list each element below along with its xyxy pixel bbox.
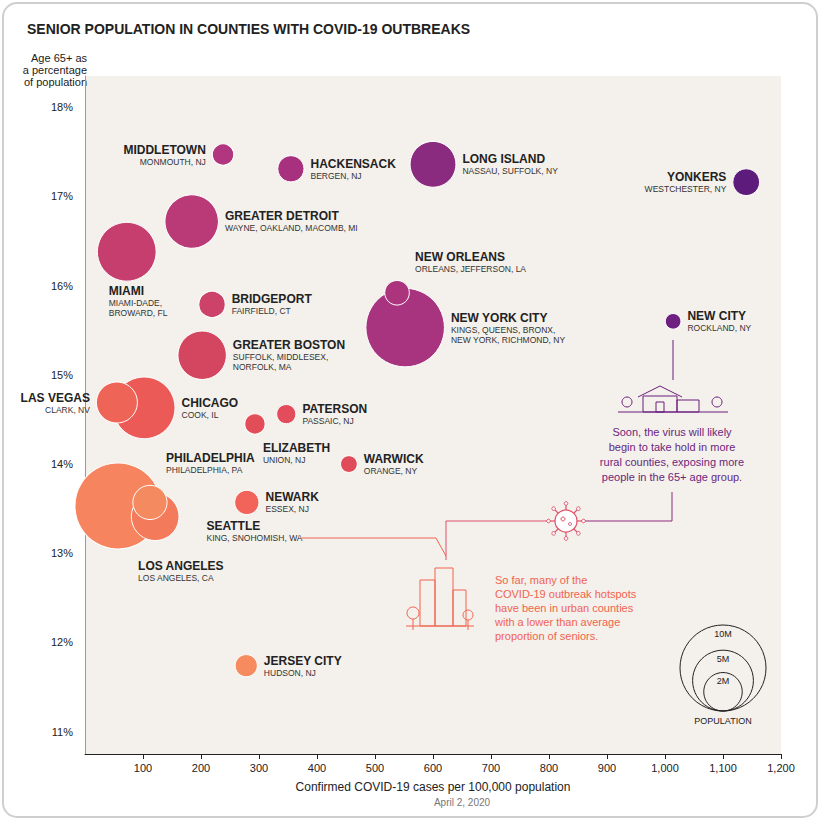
svg-text:18%: 18% [51,101,73,113]
svg-text:BROWARD, FL: BROWARD, FL [109,308,168,318]
svg-text:begin to take hold in more: begin to take hold in more [609,441,736,453]
svg-text:LONG ISLAND: LONG ISLAND [462,152,545,166]
svg-text:13%: 13% [51,547,73,559]
svg-text:BERGEN, NJ: BERGEN, NJ [311,171,362,181]
svg-text:MONMOUTH, NJ: MONMOUTH, NJ [140,157,206,167]
svg-text:LAS VEGAS: LAS VEGAS [21,391,90,405]
svg-text:NEW YORK, RICHMOND, NY: NEW YORK, RICHMOND, NY [451,335,565,345]
svg-text:600: 600 [424,762,442,774]
svg-text:12%: 12% [51,636,73,648]
svg-text:LOS ANGELES: LOS ANGELES [138,559,224,573]
svg-text:PATERSON: PATERSON [302,402,367,416]
svg-text:PHILADELPHIA, PA: PHILADELPHIA, PA [166,465,243,475]
svg-text:NEW YORK CITY: NEW YORK CITY [451,311,547,325]
svg-text:700: 700 [482,762,500,774]
svg-text:April 2, 2020: April 2, 2020 [434,797,491,808]
svg-text:JERSEY CITY: JERSEY CITY [264,654,342,668]
svg-text:BRIDGEPORT: BRIDGEPORT [232,292,313,306]
svg-text:NEW CITY: NEW CITY [687,309,746,323]
svg-text:Age 65+ as: Age 65+ as [31,52,87,64]
svg-text:SUFFOLK, MIDDLESEX,: SUFFOLK, MIDDLESEX, [233,352,328,362]
svg-text:COOK, IL: COOK, IL [182,410,219,420]
svg-text:WAYNE, OAKLAND, MACOMB, MI: WAYNE, OAKLAND, MACOMB, MI [225,223,358,233]
svg-text:rural counties, exposing more: rural counties, exposing more [600,456,744,468]
svg-text:400: 400 [308,762,326,774]
svg-text:1,100: 1,100 [709,762,737,774]
svg-text:NEWARK: NEWARK [265,490,319,504]
svg-text:PASSAIC, NJ: PASSAIC, NJ [302,416,353,426]
svg-text:WESTCHESTER, NY: WESTCHESTER, NY [645,184,727,194]
svg-text:GREATER BOSTON: GREATER BOSTON [233,338,345,352]
svg-text:500: 500 [366,762,384,774]
svg-text:300: 300 [250,762,268,774]
svg-text:SENIOR POPULATION IN COUNTIES: SENIOR POPULATION IN COUNTIES WITH COVID… [27,21,470,37]
svg-text:200: 200 [192,762,210,774]
svg-text:16%: 16% [51,280,73,292]
svg-text:proportion of seniors.: proportion of seniors. [495,630,598,642]
svg-text:KINGS, QUEENS, BRONX,: KINGS, QUEENS, BRONX, [451,325,555,335]
svg-text:with a lower than average: with a lower than average [494,616,620,628]
svg-text:NORFOLK, MA: NORFOLK, MA [233,362,292,372]
svg-text:GREATER DETROIT: GREATER DETROIT [225,209,339,223]
svg-text:PHILADELPHIA: PHILADELPHIA [166,451,255,465]
svg-text:YONKERS: YONKERS [667,170,726,184]
svg-text:ORANGE, NY: ORANGE, NY [364,466,418,476]
svg-text:900: 900 [598,762,616,774]
svg-text:UNION, NJ: UNION, NJ [263,455,306,465]
svg-text:POPULATION: POPULATION [694,716,751,726]
svg-text:people in the 65+ age group.: people in the 65+ age group. [602,471,742,483]
svg-text:CHICAGO: CHICAGO [182,396,239,410]
svg-text:COVID-19 outbreak hotspots: COVID-19 outbreak hotspots [495,588,637,600]
svg-text:11%: 11% [52,726,73,738]
svg-text:10M: 10M [714,629,732,639]
svg-text:ESSEX, NJ: ESSEX, NJ [265,504,308,514]
svg-text:800: 800 [540,762,558,774]
svg-text:1,200: 1,200 [767,762,795,774]
svg-text:of population: of population [24,76,87,88]
svg-text:So far, many of the: So far, many of the [495,574,587,586]
svg-text:Confirmed COVID-19 cases per 1: Confirmed COVID-19 cases per 100,000 pop… [296,780,571,794]
svg-text:have been in urban counties: have been in urban counties [495,602,634,614]
svg-text:SEATTLE: SEATTLE [207,519,261,533]
svg-text:15%: 15% [51,369,73,381]
svg-text:Soon, the virus will likely: Soon, the virus will likely [612,426,732,438]
svg-text:ELIZABETH: ELIZABETH [263,441,330,455]
svg-text:14%: 14% [51,458,73,470]
svg-text:LOS ANGELES, CA: LOS ANGELES, CA [138,573,214,583]
svg-text:MIDDLETOWN: MIDDLETOWN [123,143,205,157]
svg-text:FAIRFIELD, CT: FAIRFIELD, CT [232,306,291,316]
svg-text:CLARK, NV: CLARK, NV [45,405,90,415]
svg-text:17%: 17% [51,190,73,202]
svg-text:WARWICK: WARWICK [364,452,424,466]
svg-text:MIAMI: MIAMI [109,284,144,298]
svg-text:100: 100 [134,762,152,774]
svg-text:HUDSON, NJ: HUDSON, NJ [264,668,316,678]
svg-text:NASSAU, SUFFOLK, NY: NASSAU, SUFFOLK, NY [462,166,558,176]
svg-text:5M: 5M [717,654,730,664]
svg-text:ROCKLAND, NY: ROCKLAND, NY [687,323,751,333]
svg-text:NEW ORLEANS: NEW ORLEANS [415,250,505,264]
svg-text:1,000: 1,000 [651,762,679,774]
svg-text:MIAMI-DADE,: MIAMI-DADE, [109,298,162,308]
svg-text:2M: 2M [717,676,730,686]
svg-text:ORLEANS, JEFFERSON, LA: ORLEANS, JEFFERSON, LA [415,264,526,274]
svg-text:HACKENSACK: HACKENSACK [311,157,397,171]
svg-text:KING, SNOHOMISH, WA: KING, SNOHOMISH, WA [207,533,303,543]
svg-text:a percentage: a percentage [23,64,87,76]
